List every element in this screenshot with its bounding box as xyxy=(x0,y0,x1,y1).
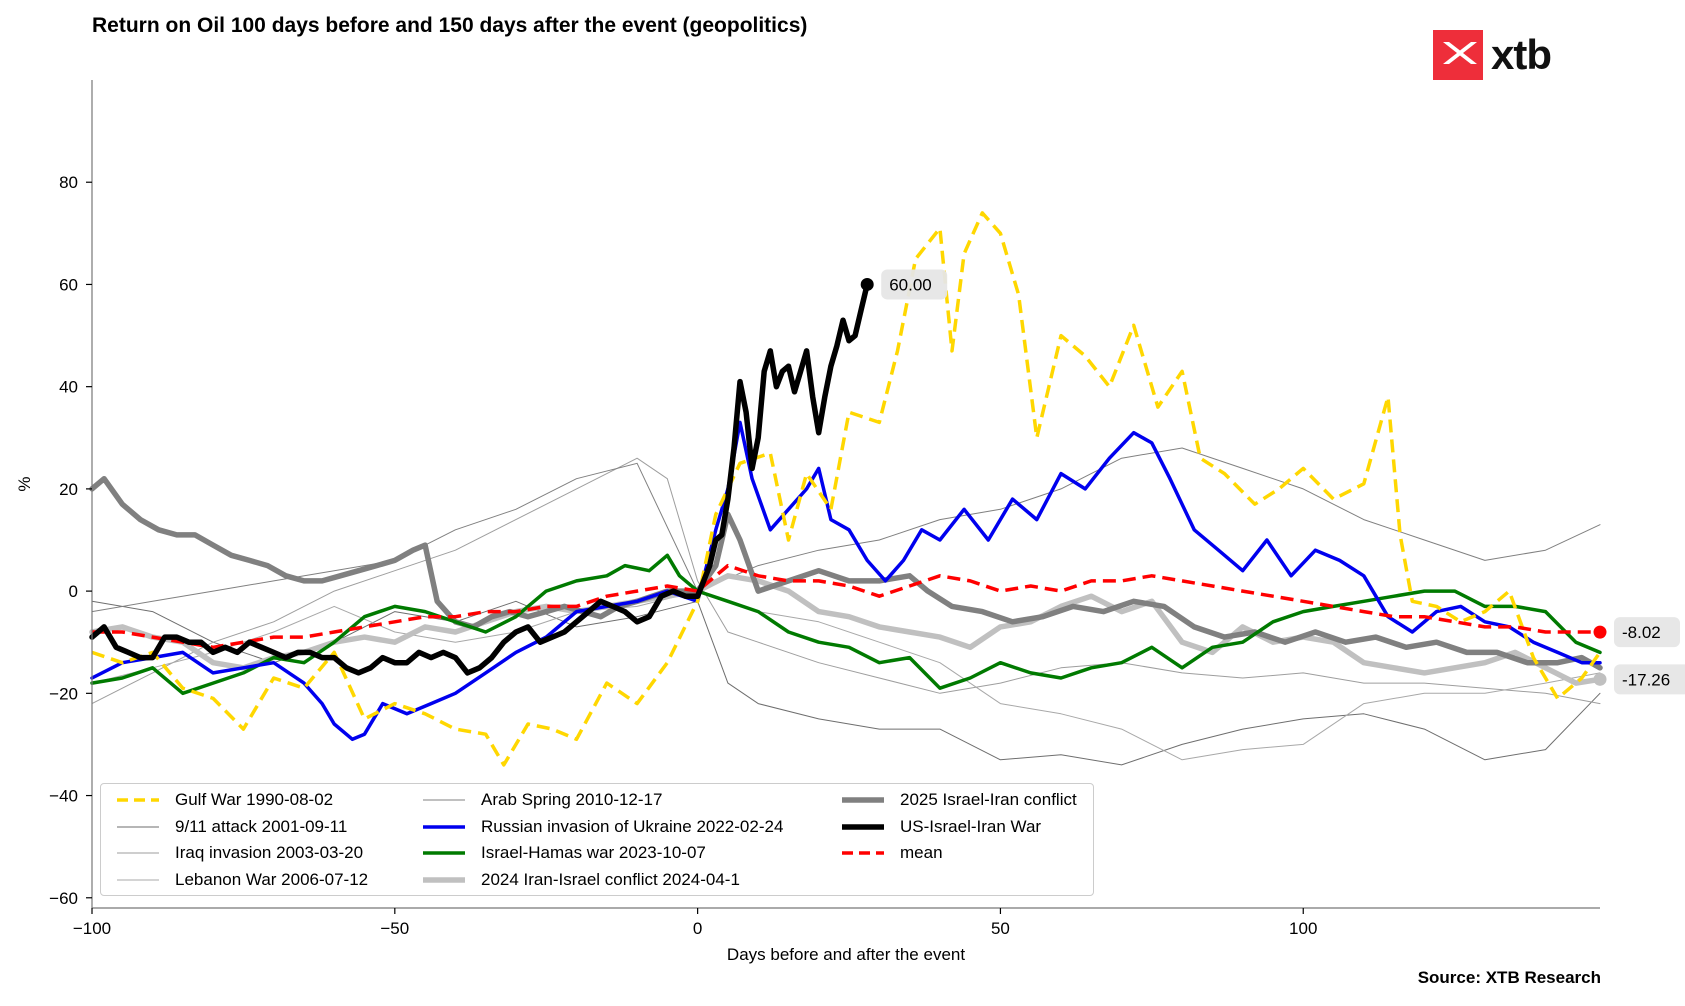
source-label: Source: XTB Research xyxy=(1417,968,1601,987)
series-line-0 xyxy=(91,211,1602,767)
xtb-logo-text: xtb xyxy=(1491,31,1552,78)
end-label-text: -17.26 xyxy=(1622,670,1670,689)
legend-label: 9/11 attack 2001-09-11 xyxy=(175,816,348,836)
series-line-3 xyxy=(91,590,1601,761)
series-line-1 xyxy=(91,600,1601,766)
series-line-5 xyxy=(90,420,1602,742)
x-tick-label: −50 xyxy=(380,919,409,938)
legend-item: Gulf War 1990-08-02 xyxy=(115,788,333,812)
end-label-dot xyxy=(860,277,874,291)
axes-layer: −100 −50 0 50 100 −60 −40 −20 0 20 40 60 80 Days befo… xyxy=(15,80,1600,964)
legend-swatch xyxy=(423,851,465,855)
legend-label: Iraq invasion 2003-03-20 xyxy=(175,843,364,862)
y-tick-label: 20 xyxy=(59,480,78,499)
legend-label: Gulf War 1990-08-02 xyxy=(175,790,334,809)
legend-item: mean xyxy=(840,841,943,865)
legend-item: 9/11 attack 2001-09-11 xyxy=(115,815,347,839)
legend-label: mean xyxy=(900,843,943,862)
end-label-dot xyxy=(1593,672,1607,686)
legend-label: US-Israel-Iran War xyxy=(900,816,1042,836)
xtb-logo-mark-icon xyxy=(1433,30,1483,80)
legend-item: Arab Spring 2010-12-17 xyxy=(421,788,662,812)
legend-swatch xyxy=(842,797,884,803)
legend-label: 2025 Israel-Iran conflict xyxy=(900,790,1077,809)
legend-swatch xyxy=(423,876,465,883)
legend-label: Russian invasion of Ukraine 2022-02-24 xyxy=(481,816,784,836)
x-tick-label: −100 xyxy=(73,919,111,938)
legend-swatch xyxy=(423,799,465,801)
end-label-box xyxy=(881,269,948,300)
y-tick-label: −20 xyxy=(49,684,78,703)
chart-title: Return on Oil 100 days before and 150 da… xyxy=(92,14,808,37)
y-tick-label: 0 xyxy=(69,582,78,601)
series-layer xyxy=(89,211,1603,767)
xtb-logo: xtb xyxy=(1433,30,1552,80)
series-line-7 xyxy=(89,573,1603,686)
x-axis-label: Days before and after the event xyxy=(727,945,965,964)
end-label-box xyxy=(1614,617,1680,648)
legend-label: 2024 Iran-Israel conflict 2024-04-1 xyxy=(481,869,740,889)
legend-item: Lebanon War 2006-07-12 xyxy=(115,868,368,892)
series-line-2 xyxy=(91,457,1601,705)
legend-label: Israel-Hamas war 2023-10-07 xyxy=(481,843,706,862)
legend: Gulf War 1990-08-02 9/11 attack 2001-09-1… xyxy=(100,783,1094,896)
legend-label: Lebanon War 2006-07-12 xyxy=(175,869,369,889)
legend-item: Israel-Hamas war 2023-10-07 xyxy=(421,841,706,865)
legend-item: 2025 Israel-Iran conflict xyxy=(840,788,1077,812)
legend-item: US-Israel-Iran War xyxy=(840,815,1041,839)
y-tick-label: −40 xyxy=(49,787,78,806)
legend-item: Russian invasion of Ukraine 2022-02-24 xyxy=(421,815,783,839)
end-label-box xyxy=(1614,664,1685,695)
end-label-dot xyxy=(1593,625,1607,639)
y-tick-label: −60 xyxy=(49,889,78,908)
legend-item: 2024 Iran-Israel conflict 2024-04-1 xyxy=(421,868,740,892)
legend-swatch xyxy=(423,824,465,829)
legend-item: Iraq invasion 2003-03-20 xyxy=(115,841,363,865)
series-line-9 xyxy=(89,281,870,676)
y-tick-label: 80 xyxy=(59,173,78,192)
legend-swatch xyxy=(117,852,159,854)
y-tick-label: 40 xyxy=(59,378,78,397)
legend-swatch xyxy=(117,879,159,880)
y-axis-label: % xyxy=(15,476,34,491)
x-tick-label: 0 xyxy=(693,919,702,938)
legend-label: Arab Spring 2010-12-17 xyxy=(481,790,663,809)
x-tick-label: 50 xyxy=(991,919,1010,938)
end-label-text: 60.00 xyxy=(889,275,932,294)
end-labels-layer: 60.00 -8.02 -17.26 xyxy=(860,269,1685,695)
y-tick-label: 60 xyxy=(59,275,78,294)
series-line-4 xyxy=(91,447,1601,613)
legend-swatch xyxy=(117,826,159,827)
legend-swatch xyxy=(842,851,884,855)
x-tick-label: 100 xyxy=(1289,919,1317,938)
legend-swatch xyxy=(117,798,159,802)
legend-swatch xyxy=(842,823,884,830)
end-label-text: -8.02 xyxy=(1622,623,1661,642)
series-line-6 xyxy=(90,553,1602,696)
